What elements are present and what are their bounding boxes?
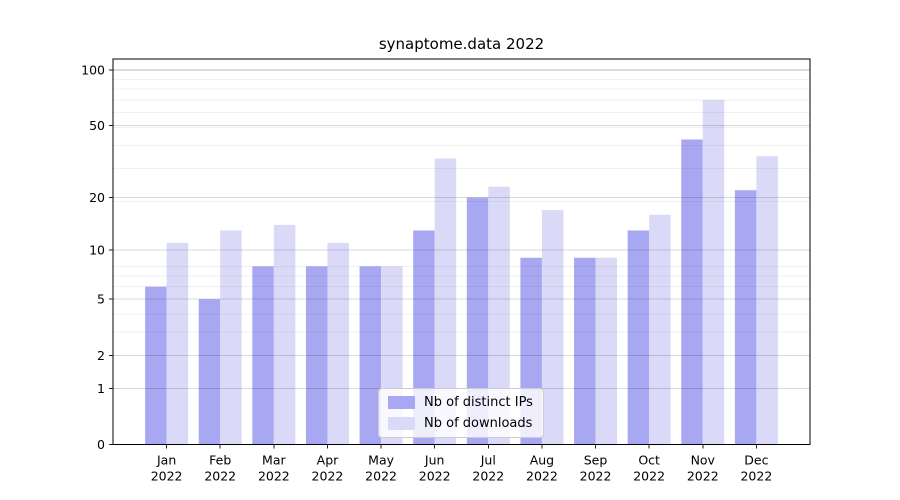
y-tick-label: 2 [97, 348, 105, 363]
chart-title: synaptome.data 2022 [378, 35, 545, 53]
legend: Nb of distinct IPs Nb of downloads [378, 388, 544, 438]
bar-downloads-aug [541, 210, 564, 445]
bar-downloads-oct [649, 214, 671, 445]
axes: 0125102050100Jan2022Feb2022Mar2022Apr202… [81, 58, 811, 484]
x-tick-label-month: Jun [424, 453, 445, 468]
y-tick-label: 10 [89, 243, 105, 258]
x-tick-label-year: 2022 [151, 469, 183, 484]
y-tick-label: 5 [97, 292, 105, 307]
x-tick-label-month: Apr [317, 453, 339, 468]
bar-downloads-sep [595, 257, 618, 445]
bar-downloads-jun [434, 158, 457, 445]
bar-downloads-mar [273, 224, 296, 445]
bar-distinct-ips-jul [466, 197, 489, 445]
bar-downloads-nov [702, 99, 725, 445]
y-tick-label: 1 [97, 381, 105, 396]
legend-label-downloads: Nb of downloads [424, 415, 533, 431]
x-tick-label-month: Jul [480, 453, 496, 468]
y-tick-label: 20 [89, 190, 105, 205]
gridlines [113, 69, 810, 389]
x-tick-label-year: 2022 [472, 469, 504, 484]
x-tick-label-year: 2022 [633, 469, 665, 484]
bars-group [145, 99, 778, 445]
x-tick-label-year: 2022 [687, 469, 719, 484]
x-tick-label-month: Aug [530, 453, 554, 468]
bar-distinct-ips-jan [145, 286, 167, 445]
x-tick-label-month: Feb [209, 453, 231, 468]
legend-item-downloads: Nb of downloads [388, 414, 535, 433]
x-tick-label-year: 2022 [419, 469, 451, 484]
x-tick-label-month: May [368, 453, 394, 468]
bar-distinct-ips-dec [734, 190, 757, 445]
x-tick-label-year: 2022 [740, 469, 772, 484]
bar-distinct-ips-apr [305, 266, 328, 445]
bar-downloads-jan [166, 242, 189, 445]
x-tick-label-month: Nov [691, 453, 716, 468]
plot-border [112, 58, 811, 445]
bar-downloads-apr [327, 242, 349, 445]
bar-distinct-ips-oct [627, 230, 650, 445]
bar-downloads-jul [488, 186, 510, 445]
bar-distinct-ips-nov [681, 139, 703, 445]
bar-distinct-ips-sep [574, 257, 596, 445]
legend-swatch-downloads [388, 416, 415, 430]
bar-downloads-feb [220, 230, 242, 445]
x-tick-label-month: Oct [638, 453, 660, 468]
x-tick-label-month: Mar [262, 453, 286, 468]
x-tick-label-year: 2022 [258, 469, 290, 484]
x-tick-label-year: 2022 [204, 469, 236, 484]
legend-label-distinct-ips: Nb of distinct IPs [424, 395, 533, 411]
x-tick-label-month: Dec [744, 453, 768, 468]
bar-distinct-ips-mar [252, 266, 274, 445]
bar-downloads-dec [756, 156, 778, 445]
bar-distinct-ips-may [359, 266, 382, 445]
bar-distinct-ips-feb [198, 299, 221, 445]
legend-item-distinct-ips: Nb of distinct IPs [388, 393, 535, 412]
y-tick-label: 100 [81, 63, 105, 78]
y-tick-label: 0 [97, 437, 105, 452]
legend-swatch-distinct-ips [388, 396, 415, 410]
x-tick-label-year: 2022 [312, 469, 344, 484]
x-tick-label-month: Sep [584, 453, 608, 468]
x-tick-label-year: 2022 [365, 469, 397, 484]
x-tick-label-month: Jan [156, 453, 176, 468]
y-tick-label: 50 [89, 118, 105, 133]
x-tick-label-year: 2022 [580, 469, 612, 484]
x-tick-label-year: 2022 [526, 469, 558, 484]
